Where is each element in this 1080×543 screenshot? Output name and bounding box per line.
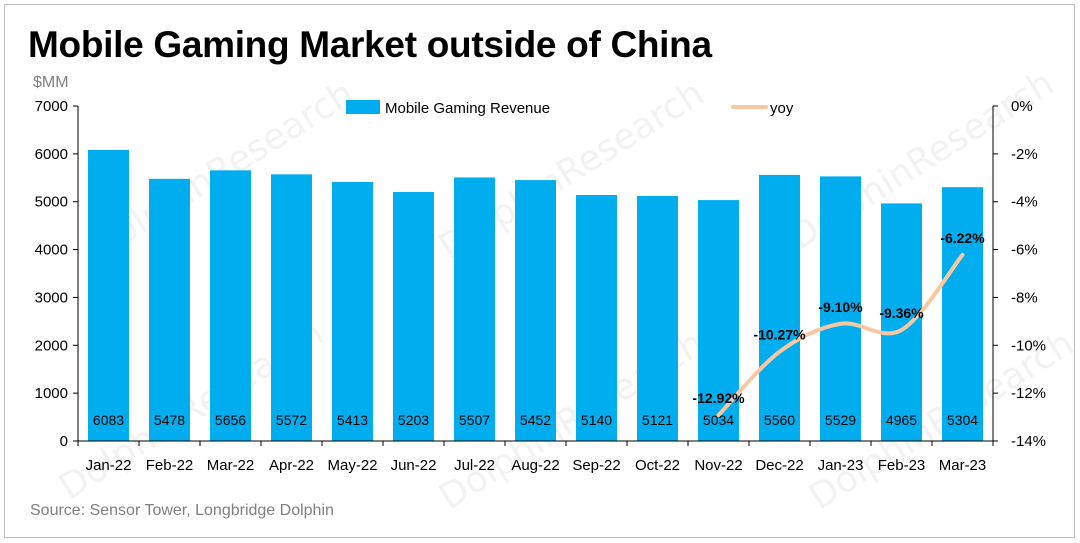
x-tick-label: Feb-22 — [146, 457, 194, 474]
bar-value-label: 5413 — [337, 412, 368, 428]
y-axis-unit: $MM — [33, 74, 69, 91]
yoy-line — [716, 252, 965, 418]
bar-value-label: 6083 — [93, 412, 124, 428]
y-left-tick-label: 0 — [60, 433, 68, 450]
bar-value-label: 5203 — [398, 412, 429, 428]
x-tick-label: Jun-22 — [391, 457, 437, 474]
bar — [454, 177, 495, 441]
legend-label-yoy: yoy — [770, 100, 794, 117]
yoy-data-label: -12.92% — [692, 390, 745, 406]
bar-value-label: 4965 — [886, 412, 917, 428]
bar — [942, 187, 983, 441]
yoy-data-label: -10.27% — [753, 327, 806, 343]
x-tick-label: Feb-23 — [878, 457, 926, 474]
legend-swatch-revenue — [346, 100, 380, 114]
x-tick-label: Jul-22 — [454, 457, 495, 474]
legend-label-revenue: Mobile Gaming Revenue — [385, 100, 550, 117]
chart-title: Mobile Gaming Market outside of China — [28, 24, 712, 65]
bar — [149, 178, 190, 442]
bar — [759, 174, 800, 441]
y-right-tick-label: -8% — [1011, 289, 1038, 306]
bar — [881, 203, 922, 441]
bar-value-label: 5140 — [581, 412, 612, 428]
bar — [393, 191, 434, 441]
x-tick-label: Aug-22 — [511, 457, 559, 474]
yoy-data-label: -9.10% — [818, 299, 863, 315]
x-tick-label: Mar-23 — [939, 457, 987, 474]
y-left-tick-label: 3000 — [35, 289, 68, 306]
bar-value-label: 5452 — [520, 412, 551, 428]
bar — [210, 170, 251, 441]
bar-value-label: 5478 — [154, 412, 185, 428]
y-right-tick-label: -12% — [1011, 385, 1046, 402]
y-right-tick-label: -10% — [1011, 337, 1046, 354]
bar — [576, 195, 617, 441]
bar — [271, 174, 312, 441]
x-tick-label: May-22 — [327, 457, 377, 474]
y-left-tick-label: 5000 — [35, 194, 68, 211]
x-tick-label: Jan-22 — [86, 457, 132, 474]
bar-value-label: 5507 — [459, 412, 490, 428]
bar — [820, 176, 861, 441]
bar-value-label: 5572 — [276, 412, 307, 428]
bar-value-label: 5034 — [703, 412, 734, 428]
source-note: Source: Sensor Tower, Longbridge Dolphin — [30, 502, 334, 519]
bar — [332, 181, 373, 441]
bar — [88, 149, 129, 441]
x-tick-label: Nov-22 — [694, 457, 742, 474]
bar-value-label: 5656 — [215, 412, 246, 428]
x-tick-label: Oct-22 — [635, 457, 680, 474]
yoy-data-label: -9.36% — [879, 305, 924, 321]
bar — [637, 195, 678, 441]
x-tick-label: Mar-22 — [207, 457, 255, 474]
y-left-tick-label: 7000 — [35, 98, 68, 115]
y-right-tick-label: -2% — [1011, 146, 1038, 163]
y-left-tick-label: 6000 — [35, 146, 68, 163]
y-left-tick-label: 2000 — [35, 337, 68, 354]
y-right-tick-label: -6% — [1011, 242, 1038, 259]
bar-value-label: 5529 — [825, 412, 856, 428]
y-left-tick-label: 1000 — [35, 385, 68, 402]
bar-value-label: 5121 — [642, 412, 673, 428]
y-right-tick-label: -14% — [1011, 433, 1046, 450]
y-right-tick-label: -4% — [1011, 194, 1038, 211]
bar-value-label: 5304 — [947, 412, 978, 428]
x-tick-label: Sep-22 — [572, 457, 620, 474]
bar — [515, 180, 556, 441]
x-tick-label: Jan-23 — [818, 457, 864, 474]
x-tick-label: Apr-22 — [269, 457, 314, 474]
yoy-data-label: -6.22% — [940, 230, 985, 246]
y-left-tick-label: 4000 — [35, 242, 68, 259]
x-tick-label: Dec-22 — [755, 457, 803, 474]
bar-value-label: 5560 — [764, 412, 795, 428]
y-right-tick-label: 0% — [1011, 98, 1033, 115]
